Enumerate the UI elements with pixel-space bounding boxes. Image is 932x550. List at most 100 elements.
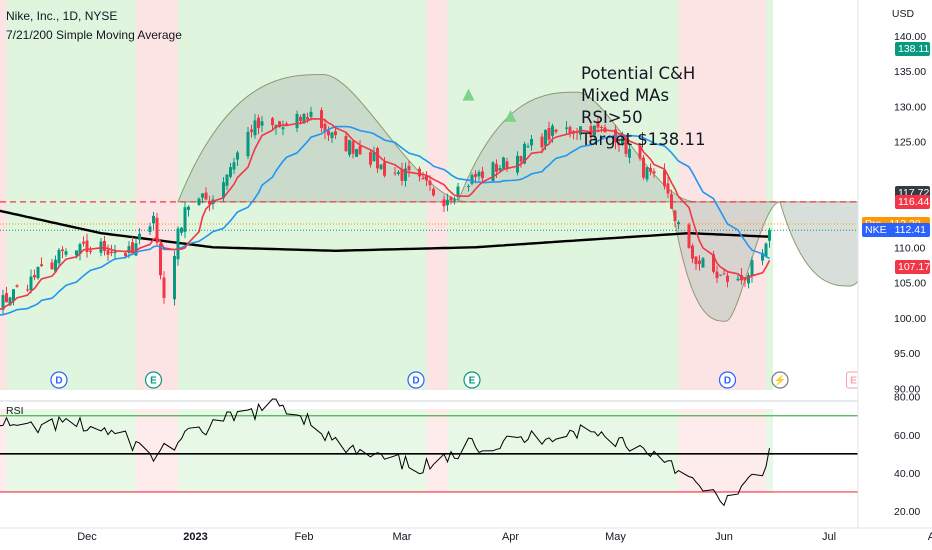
candle-body: [456, 186, 460, 198]
candle-body: [197, 198, 201, 206]
candle-body: [33, 275, 36, 278]
event-marker-icon: [50, 371, 68, 389]
candle-body: [719, 274, 722, 276]
time-axis-label: Aug: [928, 531, 932, 543]
candle-body: [323, 123, 327, 133]
event-marker-icon: [718, 371, 737, 389]
candle-body: [180, 227, 183, 233]
candle-body: [61, 249, 64, 252]
candle-body: [183, 207, 187, 232]
event-marker-label: E: [850, 376, 857, 387]
event-marker-label: ⚡: [774, 374, 786, 387]
candle-body: [617, 143, 621, 146]
candle-body: [568, 127, 572, 134]
candle-body: [327, 130, 330, 136]
event-marker-label: D: [55, 376, 62, 387]
candle-body: [691, 245, 694, 259]
candle-body: [57, 249, 61, 264]
candle-body: [425, 175, 428, 181]
candle-body: [715, 271, 719, 278]
candle-body: [596, 121, 600, 128]
rsi-line: [0, 398, 770, 507]
candle-body: [173, 255, 176, 300]
event-marker-label: D: [724, 376, 731, 387]
candle-body: [393, 172, 397, 174]
candle-body: [285, 123, 288, 125]
candle-body: [29, 276, 33, 291]
candle-body: [379, 164, 383, 170]
price-badge-nke: NKE 112.41: [862, 223, 930, 238]
rsi-panel-label: RSI: [6, 405, 24, 417]
candle-body: [82, 241, 85, 244]
price-tick-label: 90.00: [894, 383, 920, 395]
time-axis-label: Jun: [715, 531, 733, 543]
candle-body: [663, 170, 666, 187]
candle-body: [540, 136, 544, 148]
rsi-zone-4: [426, 409, 448, 493]
candle-body: [225, 174, 229, 186]
event-marker-label: D: [412, 376, 419, 387]
candle-body: [768, 230, 771, 241]
price-badge-107.17: 107.17: [895, 260, 930, 275]
sma-7-line: [0, 117, 771, 311]
candle-body: [481, 171, 484, 179]
candle-body: [624, 138, 628, 154]
candle-body: [446, 199, 449, 206]
price-badge-138.11: 138.11: [895, 42, 930, 57]
indicator-legend: 7/21/200 Simple Moving Average: [6, 28, 182, 42]
rsi-zone-0: [0, 409, 7, 493]
candle-body: [358, 146, 362, 155]
candle-body: [155, 217, 159, 243]
candle-body: [407, 165, 411, 171]
candle-body: [54, 259, 57, 272]
event-marker-icon: [463, 371, 481, 389]
candle-body: [127, 246, 131, 253]
candle-body: [26, 289, 29, 291]
candle-body: [649, 167, 652, 172]
price-badge-value: 116.44: [898, 195, 930, 208]
candle-body: [250, 129, 253, 132]
rsi-zone-7: [766, 409, 773, 493]
candle-body: [278, 121, 281, 128]
candle-body: [131, 242, 134, 254]
candle-body: [442, 199, 446, 207]
note-line-4: Target $138.11: [581, 130, 706, 149]
candle-body: [495, 163, 498, 172]
candle-body: [418, 168, 421, 177]
candle-body: [666, 183, 670, 194]
candle-body: [222, 182, 225, 198]
trend-zone-0: [0, 0, 7, 390]
note-line-1: Potential C&H: [581, 64, 696, 83]
candle-body: [5, 293, 8, 303]
candle-body: [491, 162, 495, 181]
candle-body: [638, 146, 642, 159]
candle-body: [498, 167, 502, 171]
candle-body: [103, 240, 106, 251]
candle-body: [397, 172, 400, 174]
candle-body: [204, 192, 208, 200]
candle-body: [747, 275, 750, 284]
candle-body: [110, 251, 113, 254]
candle-body: [547, 128, 551, 140]
candle-body: [134, 243, 138, 256]
time-axis-label: Jul: [822, 531, 836, 543]
price-badge-116.44: 116.44: [895, 194, 930, 209]
candle-body: [477, 172, 481, 177]
candle-body: [299, 116, 302, 122]
trend-zone-2: [136, 0, 178, 390]
split-event-icon: [771, 371, 789, 389]
candle-body: [162, 277, 166, 298]
candle-body: [600, 126, 603, 129]
candle-body: [467, 185, 470, 187]
event-marker-label: E: [469, 376, 476, 387]
candle-body: [1, 295, 5, 310]
candle-body: [642, 157, 645, 178]
candle-body: [502, 157, 505, 169]
candle-body: [519, 156, 523, 162]
candle-body: [295, 113, 299, 129]
time-axis-label: Mar: [393, 531, 412, 543]
candle-body: [85, 240, 89, 252]
candle-body: [432, 188, 435, 196]
signal-triangle-icon-1: [504, 109, 517, 122]
